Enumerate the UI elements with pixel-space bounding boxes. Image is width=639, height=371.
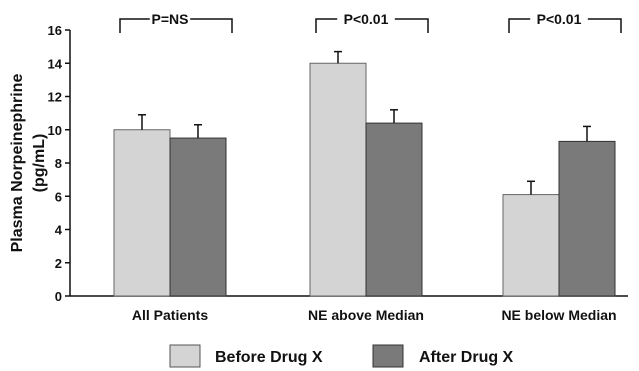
y-tick-label: 6 (55, 189, 62, 204)
x-axis-labels: All Patients NE above Median NE below Medi… (132, 307, 617, 323)
bars (113, 62, 616, 297)
y-axis-label-line1: Plasma Norpeinephrine (9, 74, 26, 253)
category-label: NE above Median (308, 307, 424, 323)
significance-label: P=NS (152, 11, 189, 27)
y-axis-label-line2: (pg/mL) (31, 134, 48, 193)
y-tick-label: 14 (48, 56, 63, 71)
bar-after-2 (558, 140, 616, 297)
sig-bracket-right (587, 18, 622, 33)
sig-bracket-left (119, 18, 150, 33)
sig-bracket-left (315, 18, 338, 33)
y-tick-label: 10 (48, 123, 62, 138)
sig-bracket-left (508, 18, 531, 33)
category-label: All Patients (132, 307, 208, 323)
legend-swatch-after (372, 344, 404, 368)
bar-after-1 (365, 122, 423, 297)
y-tick-label: 2 (55, 256, 62, 271)
legend-label-before: Before Drug X (215, 349, 323, 366)
y-tick-label: 4 (55, 223, 63, 238)
y-tick-label: 12 (48, 90, 62, 105)
legend: Before Drug X After Drug X (169, 344, 514, 368)
y-tick-label: 16 (48, 23, 62, 38)
category-label: NE below Median (501, 307, 616, 323)
legend-label-after: After Drug X (419, 349, 514, 366)
y-tick-label: 0 (55, 289, 62, 304)
bar-before-2 (502, 194, 560, 297)
y-tick-label: 8 (55, 156, 62, 171)
legend-swatch-before (169, 344, 201, 368)
error-bars (138, 50, 591, 195)
bar-after-0 (169, 137, 227, 297)
sig-bracket-right (190, 18, 233, 33)
significance-brackets: P=NS P<0.01 P<0.01 (119, 11, 622, 33)
bar-before-1 (309, 62, 367, 297)
sig-bracket-right (394, 18, 429, 33)
bar-before-0 (113, 129, 171, 297)
significance-label: P<0.01 (344, 11, 389, 27)
significance-label: P<0.01 (537, 11, 582, 27)
